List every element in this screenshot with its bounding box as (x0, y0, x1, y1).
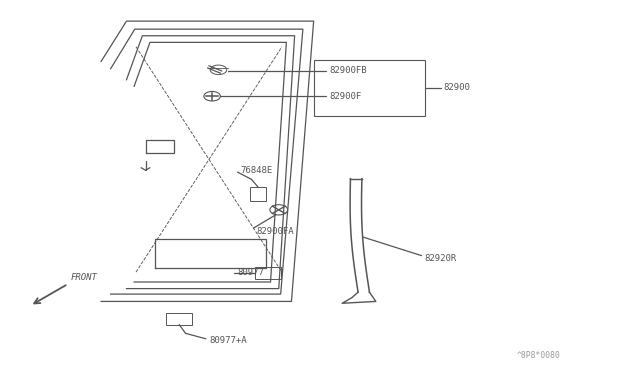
Text: 76848E: 76848E (241, 166, 273, 175)
Text: FRONT: FRONT (70, 273, 97, 282)
Text: 82920R: 82920R (425, 254, 457, 263)
Text: 80977+A: 80977+A (209, 336, 246, 345)
Bar (255, 267, 281, 279)
Bar (250, 187, 266, 201)
Bar (166, 313, 192, 324)
Text: 82900: 82900 (444, 83, 470, 93)
Text: 82900FB: 82900FB (330, 66, 367, 75)
Text: ^8P8*0080: ^8P8*0080 (516, 351, 561, 360)
Text: 80977: 80977 (237, 267, 264, 277)
Text: 82900FA: 82900FA (257, 227, 294, 236)
Text: 82900F: 82900F (330, 92, 362, 101)
Bar (314, 60, 425, 116)
